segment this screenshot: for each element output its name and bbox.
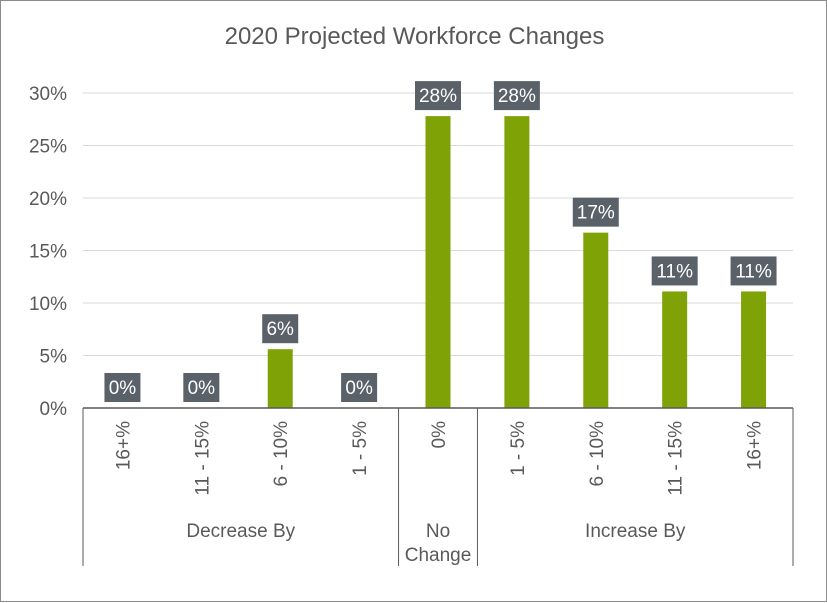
data-label-box [262, 314, 299, 344]
bar [504, 116, 530, 408]
data-label: 11% [735, 261, 772, 282]
data-label-box [183, 373, 220, 402]
category-label: 6 - 10% [587, 421, 608, 487]
y-tick-label: 5% [40, 347, 68, 368]
y-tick-label: 30% [29, 84, 67, 105]
category-label: 1 - 5% [350, 421, 371, 476]
y-tick-label: 15% [29, 242, 67, 263]
y-tick-label: 10% [29, 294, 67, 315]
category-label: 16+% [745, 421, 766, 470]
group-label: Increase By [585, 521, 686, 542]
data-label: 0% [109, 378, 137, 399]
data-label-box [572, 197, 619, 227]
data-label: 28% [498, 86, 536, 107]
group-label: Change [405, 545, 472, 566]
bar [662, 291, 688, 408]
data-label: 6% [266, 319, 294, 340]
bar [583, 232, 609, 408]
data-label-box [493, 81, 540, 111]
data-label-box [415, 81, 461, 111]
bar [267, 349, 293, 408]
group-label: No [426, 521, 450, 542]
group-label: Decrease By [186, 521, 295, 542]
category-label: 11 - 15% [666, 421, 687, 496]
category-label: 1 - 5% [508, 421, 529, 476]
chart-title: 2020 Projected Workforce Changes [224, 23, 605, 50]
data-label: 11% [656, 261, 693, 282]
y-tick-label: 20% [29, 189, 67, 210]
data-label-box [104, 373, 141, 402]
data-label: 28% [419, 86, 457, 107]
data-label-box [341, 373, 378, 402]
y-tick-label: 0% [40, 399, 68, 420]
data-label: 17% [577, 203, 615, 224]
data-label: 0% [345, 378, 373, 399]
category-label: 11 - 15% [192, 421, 213, 496]
y-tick-label: 25% [29, 137, 67, 158]
data-label-box [651, 256, 698, 286]
data-label: 0% [188, 378, 216, 399]
bar [425, 116, 451, 408]
data-label-box [730, 256, 777, 286]
category-label: 16+% [113, 421, 134, 470]
category-label: 0% [429, 421, 450, 449]
category-label: 6 - 10% [271, 421, 292, 487]
bar [741, 291, 767, 408]
